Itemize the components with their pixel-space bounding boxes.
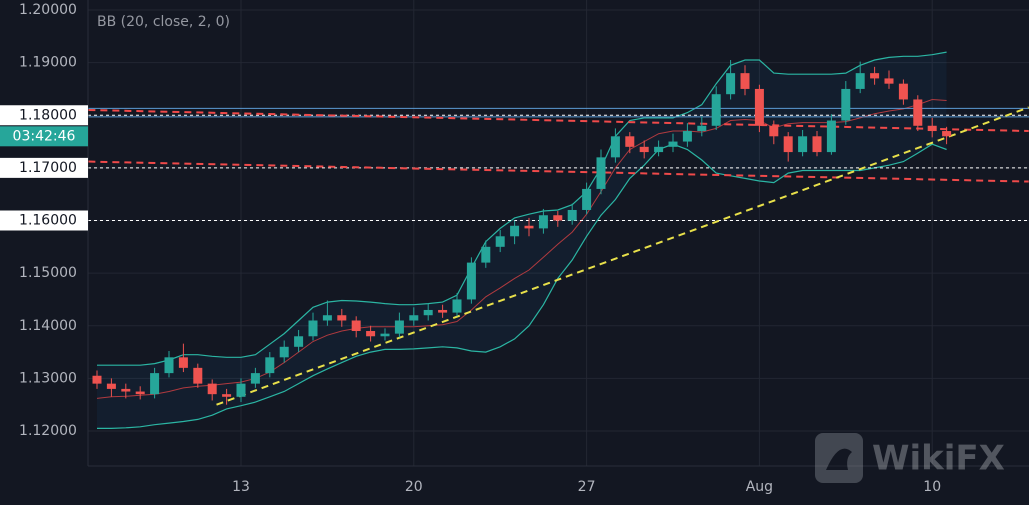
candle-body bbox=[726, 73, 736, 95]
candle-body bbox=[337, 315, 347, 321]
band-upper bbox=[97, 51, 947, 366]
indicator-label: BB (20, close, 2, 0) bbox=[97, 14, 230, 30]
candle-body bbox=[207, 383, 217, 395]
candle-body bbox=[409, 315, 419, 321]
candle-body bbox=[92, 375, 102, 384]
candle-body bbox=[740, 73, 750, 89]
candle-body bbox=[222, 394, 232, 397]
candle-body bbox=[178, 357, 188, 368]
candle-body bbox=[668, 141, 678, 147]
candle-body bbox=[380, 333, 390, 337]
x-tick-label: 20 bbox=[405, 479, 423, 495]
candle-body bbox=[294, 336, 304, 347]
candle-body bbox=[884, 78, 894, 84]
trend-line bbox=[88, 108, 1029, 133]
x-tick-label: Aug bbox=[746, 479, 773, 495]
y-tick-label: 1.16000 bbox=[19, 213, 77, 229]
candle-body bbox=[639, 146, 649, 153]
y-tick-label: 1.20000 bbox=[19, 2, 77, 18]
candle-body bbox=[250, 373, 260, 384]
candle-body bbox=[193, 367, 203, 384]
candle-body bbox=[366, 331, 376, 337]
candle-body bbox=[812, 136, 822, 153]
candle-body bbox=[567, 209, 577, 221]
candle-body bbox=[711, 94, 721, 126]
y-tick-label: 1.19000 bbox=[19, 55, 77, 71]
candle-body bbox=[654, 146, 664, 153]
candle-body bbox=[466, 262, 476, 300]
candle-body bbox=[769, 125, 779, 137]
y-tick-label: 1.14000 bbox=[19, 318, 77, 334]
candle-body bbox=[135, 391, 145, 395]
candle-body bbox=[510, 225, 520, 237]
candle-body bbox=[279, 346, 289, 358]
candle-body bbox=[481, 246, 491, 263]
candle-body bbox=[164, 357, 174, 374]
candle-body bbox=[927, 125, 937, 132]
candle-body bbox=[682, 131, 692, 142]
candle-body bbox=[898, 83, 908, 100]
candle-body bbox=[236, 383, 246, 397]
candle-body bbox=[524, 225, 534, 229]
candle-body bbox=[913, 99, 923, 126]
candle-body bbox=[798, 136, 808, 153]
candle-body bbox=[625, 136, 635, 147]
candle-body bbox=[322, 315, 332, 321]
candle-body bbox=[942, 131, 952, 137]
candle-body bbox=[610, 136, 620, 158]
candle-body bbox=[538, 215, 548, 229]
candle-body bbox=[394, 320, 404, 334]
candle-body bbox=[106, 383, 116, 389]
y-axis-bg bbox=[0, 0, 88, 505]
candle-body bbox=[121, 388, 131, 392]
candle-body bbox=[452, 299, 462, 313]
y-tick-highlight bbox=[0, 210, 88, 231]
candle-body bbox=[351, 320, 361, 332]
candle-body bbox=[438, 309, 448, 313]
candle-body bbox=[855, 73, 865, 89]
candle-body bbox=[783, 136, 793, 153]
y-tick-highlight bbox=[0, 157, 88, 178]
candle-body bbox=[265, 357, 275, 374]
y-tick-highlight bbox=[0, 105, 88, 126]
x-tick-label: 13 bbox=[232, 479, 250, 495]
candle-body bbox=[697, 125, 707, 132]
band-middle bbox=[96, 98, 947, 399]
candle-body bbox=[870, 73, 880, 79]
y-tick-label: 1.13000 bbox=[19, 370, 77, 386]
candle-body bbox=[582, 188, 592, 210]
countdown-box bbox=[0, 126, 88, 147]
candle-body bbox=[150, 373, 160, 395]
candle-body bbox=[841, 88, 851, 121]
watermark-logo bbox=[815, 433, 863, 483]
band-lower bbox=[97, 143, 947, 429]
candle-body bbox=[553, 215, 563, 221]
y-tick-label: 1.15000 bbox=[19, 265, 77, 281]
x-tick-label: 27 bbox=[578, 479, 596, 495]
candle-body bbox=[423, 309, 433, 316]
trend-line bbox=[88, 160, 1029, 183]
candle-body bbox=[596, 157, 606, 189]
x-tick-label: 10 bbox=[923, 479, 941, 495]
watermark-logo-mark bbox=[826, 448, 852, 470]
y-tick-label: 1.12000 bbox=[19, 423, 77, 439]
trend-line bbox=[216, 106, 1029, 406]
watermark: WikiFX bbox=[815, 433, 1005, 483]
candle-body bbox=[308, 320, 318, 337]
countdown-label: 03:42:46 bbox=[13, 128, 76, 144]
candle-body bbox=[495, 236, 505, 247]
candle-body bbox=[826, 120, 836, 153]
y-tick-label: 1.18000 bbox=[19, 107, 77, 123]
y-tick-label: 1.17000 bbox=[19, 160, 77, 176]
watermark-text: WikiFX bbox=[872, 439, 1005, 479]
candle-body bbox=[754, 88, 764, 126]
